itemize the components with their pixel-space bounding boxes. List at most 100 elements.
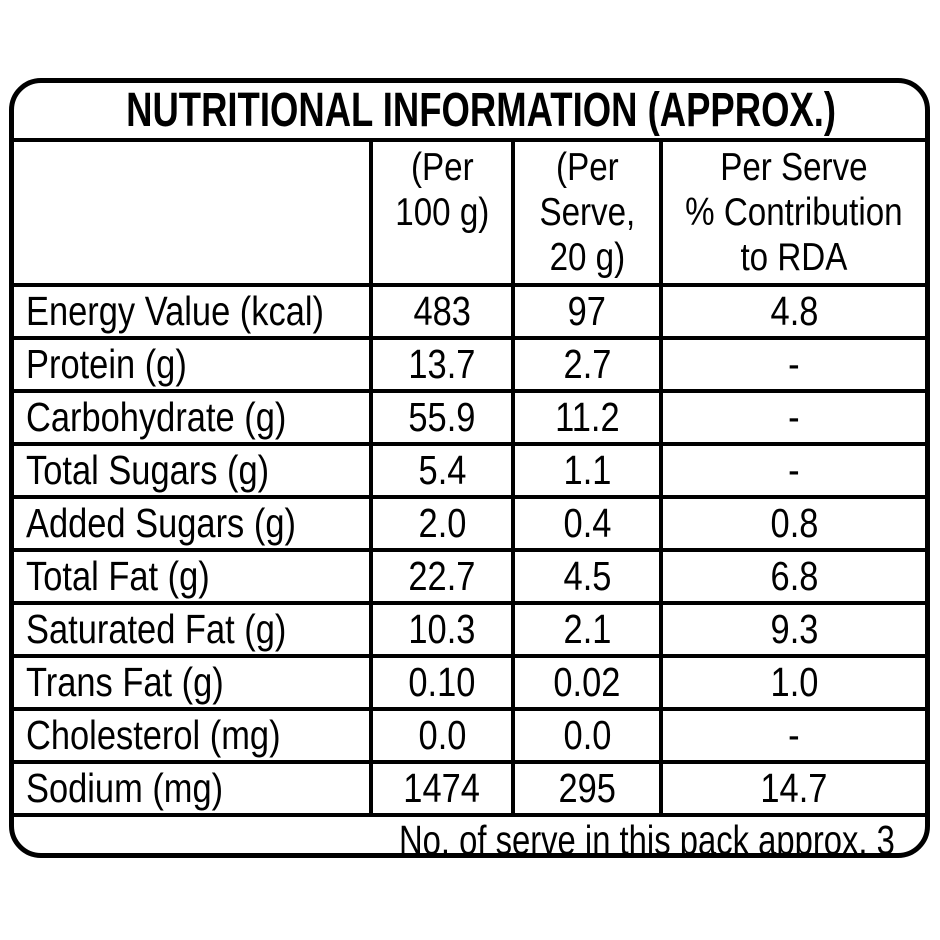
value-per-100g-cell: 5.4 xyxy=(371,444,515,499)
value-per-100g-cell: 22.7 xyxy=(371,550,515,605)
value-per-serve: 97 xyxy=(567,288,607,334)
value-per-100g-cell: 0.10 xyxy=(371,656,515,711)
value-per-100g: 55.9 xyxy=(408,394,476,440)
value-rda-contribution-cell: 1.0 xyxy=(661,656,925,711)
nutrient-label: Trans Fat (g) xyxy=(26,659,224,705)
nutrient-label: Total Sugars (g) xyxy=(26,447,270,493)
value-rda-contribution: 9.3 xyxy=(770,606,818,652)
nutrient-label: Cholesterol (mg) xyxy=(26,712,281,758)
value-rda-contribution-cell: 14.7 xyxy=(661,762,925,817)
value-rda-contribution-cell: 9.3 xyxy=(661,603,925,658)
value-per-100g: 0.10 xyxy=(408,659,476,705)
header-per-serve: (Per Serve, 20 g) xyxy=(513,140,663,287)
value-per-100g-cell: 10.3 xyxy=(371,603,515,658)
table-row: Added Sugars (g) 2.0 0.4 0.8 xyxy=(14,497,925,552)
table-title-row: NUTRITIONAL INFORMATION (APPROX.) xyxy=(14,83,925,142)
nutrient-label: Saturated Fat (g) xyxy=(26,606,287,652)
value-rda-contribution: 1.0 xyxy=(770,659,818,705)
value-per-serve: 4.5 xyxy=(563,553,611,599)
value-rda-contribution-cell: 6.8 xyxy=(661,550,925,605)
nutrient-label: Protein (g) xyxy=(26,341,187,387)
table-row: Protein (g) 13.7 2.7 - xyxy=(14,338,925,393)
table-row: Trans Fat (g) 0.10 0.02 1.0 xyxy=(14,656,925,711)
nutrient-label-cell: Energy Value (kcal) xyxy=(14,285,373,340)
value-per-100g-cell: 2.0 xyxy=(371,497,515,552)
nutrient-label: Added Sugars (g) xyxy=(26,500,296,546)
table-body: Energy Value (kcal) 483 97 4.8 Protein (g) 13… xyxy=(14,285,925,817)
value-rda-contribution: - xyxy=(788,341,800,387)
nutrition-label-table: NUTRITIONAL INFORMATION (APPROX.) (Per 1… xyxy=(9,78,930,858)
value-per-serve-cell: 2.7 xyxy=(513,338,663,393)
value-per-serve-cell: 1.1 xyxy=(513,444,663,499)
value-per-100g-cell: 1474 xyxy=(371,762,515,817)
value-rda-contribution: - xyxy=(788,447,800,493)
value-per-100g: 483 xyxy=(413,288,471,334)
table-header-row: (Per 100 g) (Per Serve, 20 g) Per Serve … xyxy=(14,140,925,287)
header-per-100g: (Per 100 g) xyxy=(371,140,515,287)
value-rda-contribution-cell: - xyxy=(661,444,925,499)
value-per-serve-cell: 0.0 xyxy=(513,709,663,764)
value-rda-contribution-cell: 0.8 xyxy=(661,497,925,552)
value-rda-contribution: 0.8 xyxy=(770,500,818,546)
nutrient-label-cell: Cholesterol (mg) xyxy=(14,709,373,764)
value-per-serve-cell: 295 xyxy=(513,762,663,817)
value-per-serve: 0.4 xyxy=(563,500,611,546)
table-row: Energy Value (kcal) 483 97 4.8 xyxy=(14,285,925,340)
value-per-100g-cell: 55.9 xyxy=(371,391,515,446)
value-per-serve: 295 xyxy=(558,765,616,811)
value-rda-contribution: 4.8 xyxy=(770,288,818,334)
value-rda-contribution-cell: - xyxy=(661,338,925,393)
value-rda-contribution: - xyxy=(788,394,800,440)
nutrient-label-cell: Total Sugars (g) xyxy=(14,444,373,499)
nutrient-label-cell: Sodium (mg) xyxy=(14,762,373,817)
value-per-100g: 10.3 xyxy=(408,606,476,652)
value-rda-contribution: 6.8 xyxy=(770,553,818,599)
table-row: Total Sugars (g) 5.4 1.1 - xyxy=(14,444,925,499)
value-per-100g: 13.7 xyxy=(408,341,476,387)
value-per-serve-cell: 97 xyxy=(513,285,663,340)
value-per-100g-cell: 13.7 xyxy=(371,338,515,393)
value-per-100g-cell: 483 xyxy=(371,285,515,340)
nutrient-label-cell: Added Sugars (g) xyxy=(14,497,373,552)
value-per-serve: 0.02 xyxy=(553,659,621,705)
header-rda-contribution: Per Serve % Contribution to RDA xyxy=(661,140,925,287)
nutrient-label-cell: Total Fat (g) xyxy=(14,550,373,605)
table-footer-row: No. of serve in this pack approx. 3 xyxy=(14,815,925,853)
value-rda-contribution-cell: 4.8 xyxy=(661,285,925,340)
value-per-100g-cell: 0.0 xyxy=(371,709,515,764)
value-rda-contribution-cell: - xyxy=(661,391,925,446)
table-row: Total Fat (g) 22.7 4.5 6.8 xyxy=(14,550,925,605)
table-row: Carbohydrate (g) 55.9 11.2 - xyxy=(14,391,925,446)
nutrient-label: Energy Value (kcal) xyxy=(26,288,324,334)
value-per-serve: 2.7 xyxy=(563,341,611,387)
value-per-serve-cell: 11.2 xyxy=(513,391,663,446)
nutrient-label-cell: Saturated Fat (g) xyxy=(14,603,373,658)
value-per-serve: 0.0 xyxy=(563,712,611,758)
value-per-serve-cell: 0.4 xyxy=(513,497,663,552)
nutrient-label-cell: Protein (g) xyxy=(14,338,373,393)
value-rda-contribution-cell: - xyxy=(661,709,925,764)
serves-per-pack-note-cell: No. of serve in this pack approx. 3 xyxy=(14,815,925,853)
nutrition-table: NUTRITIONAL INFORMATION (APPROX.) (Per 1… xyxy=(14,83,925,853)
table-row: Saturated Fat (g) 10.3 2.1 9.3 xyxy=(14,603,925,658)
value-per-100g: 0.0 xyxy=(418,712,466,758)
table-title-cell: NUTRITIONAL INFORMATION (APPROX.) xyxy=(14,83,925,142)
value-per-serve-cell: 0.02 xyxy=(513,656,663,711)
value-per-100g: 22.7 xyxy=(408,553,476,599)
value-per-serve-cell: 2.1 xyxy=(513,603,663,658)
value-per-100g: 5.4 xyxy=(418,447,466,493)
value-per-serve-cell: 4.5 xyxy=(513,550,663,605)
nutrient-label-cell: Trans Fat (g) xyxy=(14,656,373,711)
value-per-100g: 2.0 xyxy=(418,500,466,546)
value-per-serve: 11.2 xyxy=(554,394,620,440)
nutrient-label: Sodium (mg) xyxy=(26,765,224,811)
nutrient-label: Carbohydrate (g) xyxy=(26,394,287,440)
table-row: Cholesterol (mg) 0.0 0.0 - xyxy=(14,709,925,764)
nutrient-label: Total Fat (g) xyxy=(26,553,210,599)
value-per-serve: 2.1 xyxy=(563,606,611,652)
table-row: Sodium (mg) 1474 295 14.7 xyxy=(14,762,925,817)
table-title: NUTRITIONAL INFORMATION (APPROX.) xyxy=(126,84,837,137)
value-per-100g: 1474 xyxy=(403,765,481,811)
header-nutrient xyxy=(14,140,373,287)
value-rda-contribution: - xyxy=(788,712,800,758)
